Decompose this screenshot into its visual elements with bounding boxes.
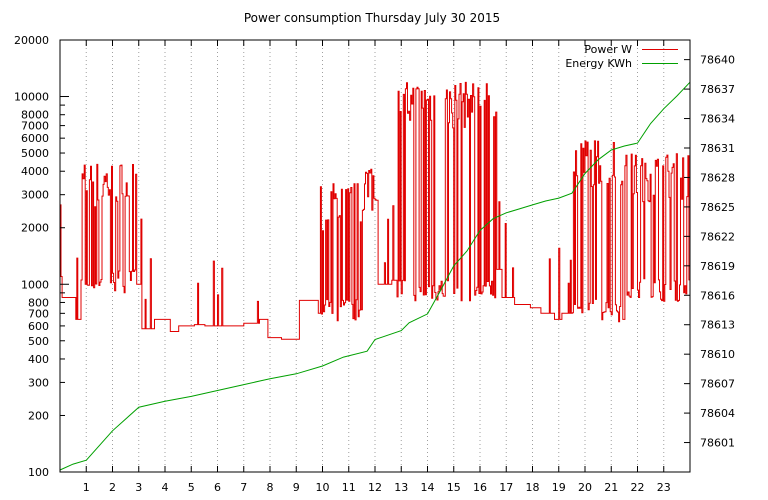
y-tick-label: 800 (28, 296, 49, 309)
x-axis: 1 2 3 4 5 6 7 8 9 10 11 12 13 14 15 16 17 18 19 20 21 22 23 (83, 40, 671, 494)
y2-tick-label: 78622 (700, 230, 735, 243)
y-tick-label: 20000 (14, 34, 49, 47)
x-tick-label: 1 (83, 481, 90, 494)
x-tick-label: 9 (293, 481, 300, 494)
energy-series (59, 81, 691, 471)
x-tick-label: 17 (499, 481, 513, 494)
y2-tick-label: 78631 (700, 142, 735, 155)
y-tick-label: 3000 (21, 189, 49, 202)
y2-tick-label: 78634 (700, 113, 735, 126)
x-tick-label: 18 (526, 481, 540, 494)
legend-label-power: Power W (584, 43, 632, 56)
chart-title: Power consumption Thursday July 30 2015 (244, 11, 500, 25)
y-tick-label: 10000 (14, 91, 49, 104)
y-tick-label: 700 (28, 307, 49, 320)
x-tick-label: 23 (657, 481, 671, 494)
x-tick-label: 5 (188, 481, 195, 494)
x-tick-label: 13 (394, 481, 408, 494)
y-tick-label: 4000 (21, 165, 49, 178)
x-tick-label: 16 (473, 481, 487, 494)
y-tick-label: 200 (28, 409, 49, 422)
y2-tick-label: 78625 (700, 201, 735, 214)
x-tick-label: 15 (447, 481, 461, 494)
y2-tick-label: 78637 (700, 83, 735, 96)
y2-tick-label: 78601 (700, 437, 735, 450)
x-tick-label: 4 (162, 481, 169, 494)
y2-tick-label: 78628 (700, 171, 735, 184)
y2-tick-label: 78607 (700, 378, 735, 391)
power-line (60, 81, 691, 340)
legend-label-energy: Energy KWh (565, 57, 632, 70)
x-tick-label: 2 (109, 481, 116, 494)
x-tick-label: 8 (267, 481, 274, 494)
y-tick-label: 7000 (21, 120, 49, 133)
y-tick-label: 300 (28, 376, 49, 389)
y-tick-label: 100 (28, 466, 49, 479)
x-tick-label: 6 (214, 481, 221, 494)
y2-tick-label: 78610 (700, 348, 735, 361)
y2-tick-label: 78616 (700, 289, 735, 302)
y-tick-label: 5000 (21, 147, 49, 160)
x-tick-label: 20 (578, 481, 592, 494)
legend: Power W Energy KWh (565, 43, 678, 70)
y-tick-label: 2000 (21, 222, 49, 235)
y2-tick-label: 78640 (700, 54, 735, 67)
y2-tick-label: 78604 (700, 407, 735, 420)
y-axis-right: 78601 78604 78607 78610 78613 78616 78619 78622… (684, 54, 735, 450)
y-tick-label: 500 (28, 335, 49, 348)
y-tick-label: 6000 (21, 132, 49, 145)
y-tick-label: 400 (28, 353, 49, 366)
power-series (60, 81, 691, 340)
x-tick-label: 14 (421, 481, 435, 494)
x-tick-label: 19 (552, 481, 566, 494)
x-tick-label: 21 (604, 481, 618, 494)
y2-tick-label: 78613 (700, 319, 735, 332)
energy-line (59, 81, 691, 471)
y-tick-label: 1000 (21, 278, 49, 291)
x-tick-label: 10 (316, 481, 330, 494)
x-tick-label: 11 (342, 481, 356, 494)
y-tick-label: 600 (28, 320, 49, 333)
x-tick-label: 12 (368, 481, 382, 494)
y2-tick-label: 78619 (700, 260, 735, 273)
x-tick-label: 3 (135, 481, 142, 494)
y-tick-label: 8000 (21, 109, 49, 122)
x-tick-label: 7 (240, 481, 247, 494)
x-tick-label: 22 (631, 481, 645, 494)
